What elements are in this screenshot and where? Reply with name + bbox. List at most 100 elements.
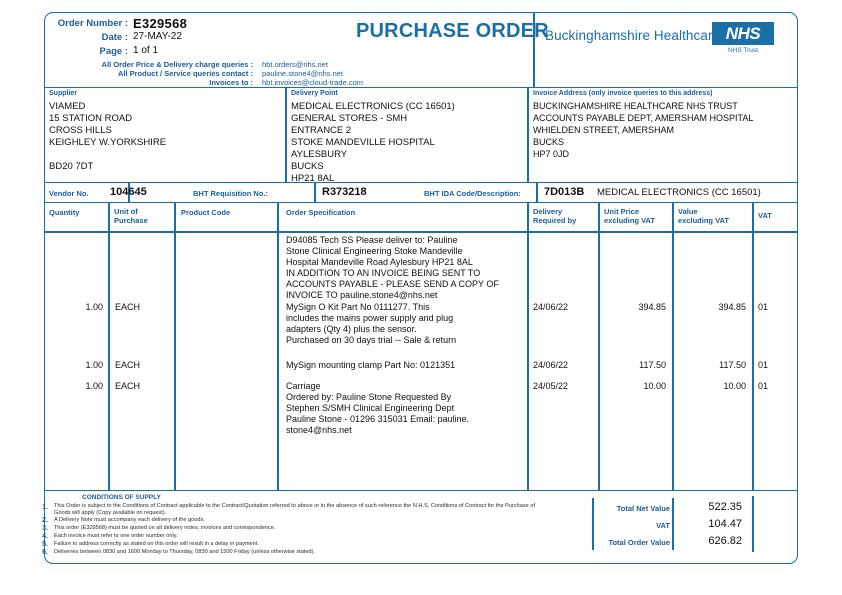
order-preamble-line: INVOICE TO pauline.stone4@nhs.net (286, 290, 438, 300)
table-row-unit: EACH (115, 302, 141, 312)
table-row-vat-code: 01 (758, 360, 769, 370)
table-row-spec-line: Carriage (286, 381, 321, 391)
order-preamble-line: D94085 Tech SS Please deliver to: Paulin… (286, 235, 458, 245)
condition-text: Each invoice must refer to one order num… (54, 533, 178, 539)
condition-number: 6. (42, 549, 48, 556)
table-row-quantity: 1.00 (85, 360, 103, 370)
order-preamble-line: IN ADDITION TO AN INVOICE BEING SENT TO (286, 268, 481, 278)
delivery-line: BUCKS (291, 161, 324, 172)
supplier-line: KEIGHLEY W.YORKSHIRE (49, 137, 167, 148)
table-row-spec-line: Ordered by: Pauline Stone Requested By (286, 392, 452, 402)
column-header-product-code: Product Code (181, 208, 231, 217)
table-col-divider (527, 203, 529, 491)
table-row-unit: EACH (115, 360, 141, 370)
vat-value: 104.47 (708, 518, 742, 530)
condition-number: 4. (42, 533, 48, 540)
column-header-value-line1: Value (678, 207, 698, 216)
table-row-value: 117.50 (719, 360, 746, 370)
nhs-logo: NHS (712, 22, 774, 45)
condition-number: 1. (42, 504, 48, 511)
delivery-line: AYLESBURY (291, 149, 348, 160)
table-row-unit-price: 117.50 (639, 360, 666, 370)
product-queries-email: pauline.stone4@nhs.net (262, 69, 344, 78)
column-header-order-specification: Order Specification (286, 208, 356, 217)
vendor-row-divider-3 (536, 183, 538, 203)
page-label: Page : (99, 46, 128, 57)
table-row-unit-price: 394.85 (638, 302, 666, 312)
order-preamble-line: Hospital Mandeville Road Aylesbury HP21 … (286, 257, 473, 267)
address-band (44, 87, 798, 183)
column-header-delivery-line2: Required by (533, 216, 577, 225)
supplier-caption: Supplier (49, 90, 78, 97)
table-row-spec-line: Pauline Stone - 01296 315031 Email: paul… (286, 414, 470, 424)
nhs-logo-text: NHS (725, 24, 761, 43)
table-col-divider (598, 203, 600, 491)
column-header-delivery-line1: Delivery (533, 207, 563, 216)
invoices-to-label: Invoices to : (209, 78, 253, 87)
table-row-spec-line: includes the mains power supply and plug (286, 313, 454, 323)
ida-code-value: 7D013B (544, 186, 585, 198)
invoice-postcode: HP7 0JD (533, 149, 570, 159)
table-row-delivery-date: 24/06/22 (533, 360, 569, 370)
total-net-label: Total Net Value (616, 504, 670, 513)
invoice-line: BUCKINGHAMSHIRE HEALTHCARE NHS TRUST (533, 101, 738, 111)
condition-text: Deliveries between 0830 and 1600 Monday … (54, 549, 315, 555)
line-items-table (44, 203, 798, 491)
invoice-line: WHIELDEN STREET, AMERSHAM (533, 125, 675, 135)
delivery-point-caption: Delivery Point (291, 90, 338, 97)
totals-divider-left (592, 498, 594, 550)
order-preamble-line: ACCOUNTS PAYABLE - PLEASE SEND A COPY OF (286, 279, 499, 289)
table-header-rule (44, 231, 798, 233)
vendor-row (44, 183, 798, 203)
supplier-postcode: BD20 7DT (49, 161, 94, 172)
condition-number: 5. (42, 541, 48, 548)
invoice-address-caption: Invoice Address (only invoice queries to… (533, 90, 713, 97)
condition-text: This order (E329568) must be quoted on a… (54, 525, 276, 531)
page-title: PURCHASE ORDER (356, 20, 549, 42)
table-col-divider (672, 203, 674, 491)
ida-code-label: BHT IDA Code/Description: (424, 189, 521, 198)
requisition-label: BHT Requisition No.: (193, 189, 268, 198)
address-divider-2 (527, 87, 529, 183)
address-divider-1 (285, 87, 287, 183)
ida-description: MEDICAL ELECTRONICS (CC 16501) (597, 187, 761, 198)
nhs-trust-subtitle: NHS Trust (728, 47, 758, 54)
order-price-queries-label: All Order Price & Delivery charge querie… (101, 60, 253, 69)
vendor-no-value: 104645 (110, 186, 147, 198)
invoice-line: ACCOUNTS PAYABLE DEPT, AMERSHAM HOSPITAL (533, 113, 754, 123)
supplier-line: VIAMED (49, 101, 86, 112)
order-number-label: Order Number : (57, 18, 128, 29)
page-value: 1 of 1 (133, 45, 159, 56)
document-border (44, 12, 798, 564)
total-order-label: Total Order Value (608, 538, 670, 547)
column-header-unitprice-line1: Unit Price (604, 207, 640, 216)
table-row-spec-line: MySign O Kit Part No 0111277. This (286, 302, 430, 312)
table-row-spec-line: Stephen S/SMH Clinical Engineering Dept (286, 403, 455, 413)
table-col-divider (108, 203, 110, 491)
column-header-vat: VAT (758, 211, 772, 220)
totals-divider-mid (672, 498, 674, 550)
trust-name: Buckinghamshire Healthcare (545, 28, 721, 43)
table-row-quantity: 1.00 (85, 381, 103, 391)
table-row-unit: EACH (115, 381, 141, 391)
condition-text: This Order is subject to the Conditions … (54, 503, 536, 516)
table-row-unit-price: 10.00 (643, 381, 666, 391)
conditions-of-supply-caption: CONDITIONS OF SUPPLY (82, 494, 161, 501)
total-net-value: 522.35 (708, 501, 742, 513)
order-number-value: E329568 (133, 16, 188, 31)
vendor-row-divider-2 (314, 183, 316, 203)
invoice-line: BUCKS (533, 137, 565, 147)
total-order-value: 626.82 (708, 535, 742, 547)
delivery-line: STOKE MANDEVILLE HOSPITAL (291, 137, 435, 148)
condition-text: A Delivery Note must accompany each deli… (54, 517, 205, 523)
invoices-to-email: hbt.invoices@cloud-trade.com (262, 78, 363, 87)
date-value: 27-MAY-22 (133, 31, 182, 42)
table-col-divider (752, 203, 754, 491)
column-header-unitprice-line2: excluding VAT (604, 216, 655, 225)
delivery-line: GENERAL STORES - SMH (291, 113, 408, 124)
condition-text: Failure to address correctly as stated o… (54, 541, 259, 547)
totals-divider-right (752, 496, 754, 552)
supplier-line: CROSS HILLS (49, 125, 112, 136)
column-header-unit-line2: Purchase (114, 216, 148, 225)
